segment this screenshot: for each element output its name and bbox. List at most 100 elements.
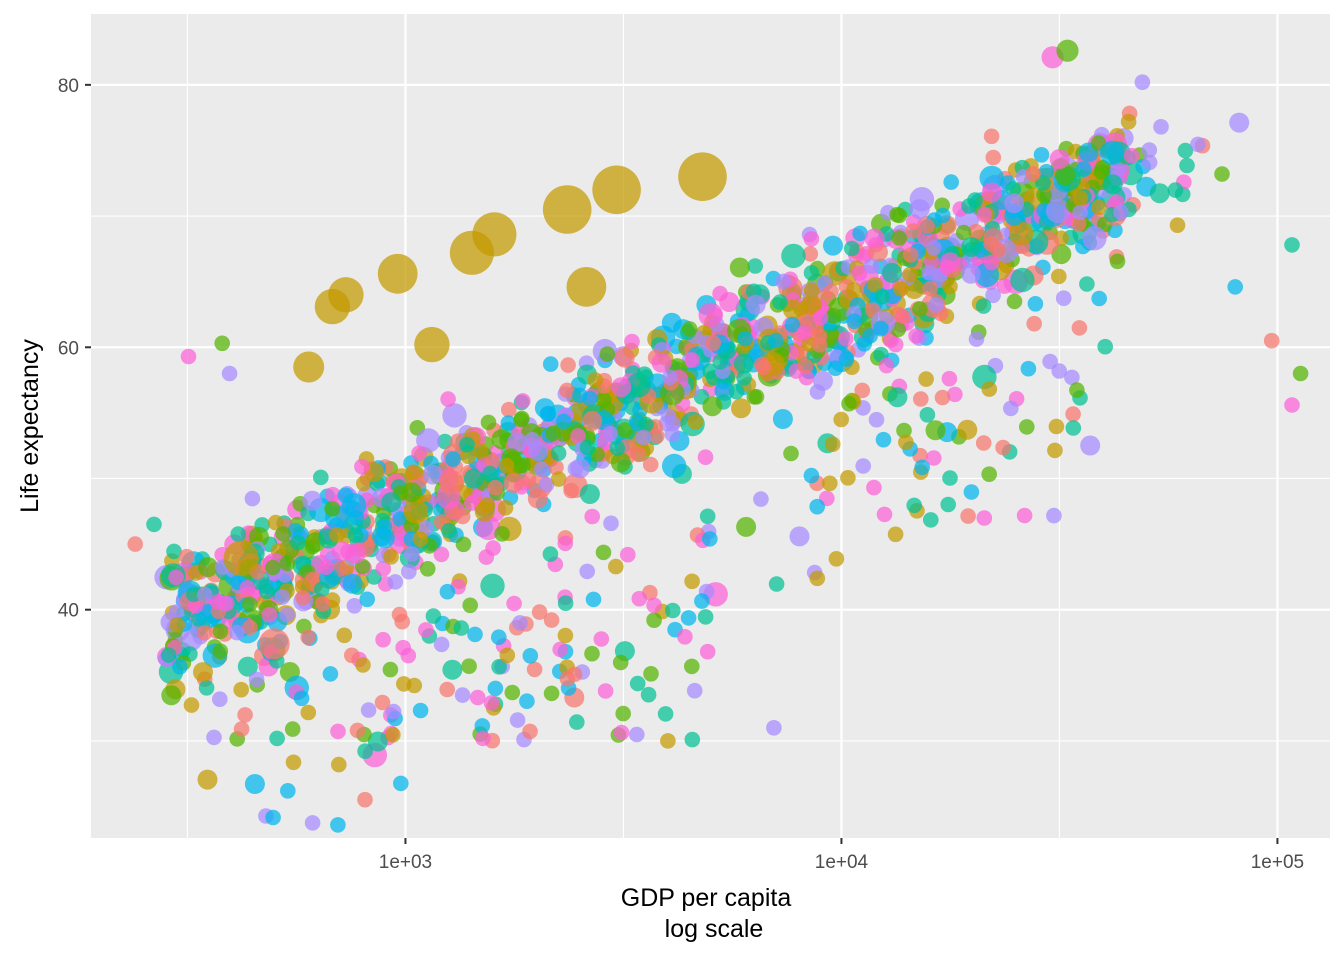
data-point (248, 671, 265, 688)
data-point (557, 535, 574, 552)
data-point (1004, 193, 1025, 214)
data-point (584, 645, 600, 662)
data-point (480, 573, 505, 598)
data-point (1065, 420, 1082, 436)
data-point (242, 619, 258, 636)
data-point (346, 598, 363, 614)
data-point (1005, 181, 1022, 197)
data-point (355, 657, 371, 673)
data-point (981, 182, 1002, 203)
data-point (484, 453, 501, 470)
data-point (629, 675, 646, 692)
data-point (923, 512, 939, 528)
data-point (412, 702, 429, 719)
data-point (1292, 365, 1309, 382)
data-point (304, 815, 321, 831)
data-point (875, 431, 892, 448)
data-point (878, 357, 895, 374)
data-point (439, 469, 464, 495)
data-point (1099, 140, 1125, 165)
data-point (1042, 353, 1058, 370)
data-point (680, 610, 697, 626)
data-point (579, 439, 596, 456)
data-point (745, 294, 766, 315)
data-point (1167, 182, 1184, 198)
data-point (1284, 397, 1300, 413)
data-point (926, 450, 942, 466)
data-point (442, 659, 463, 680)
data-point (661, 312, 682, 333)
data-point (768, 576, 785, 592)
data-point (729, 257, 750, 278)
data-point (1035, 175, 1051, 191)
data-point (293, 690, 310, 707)
data-point (526, 661, 543, 678)
data-point (419, 561, 436, 577)
data-point (385, 727, 401, 743)
data-point (697, 609, 714, 625)
data-point (462, 597, 479, 614)
data-point (212, 691, 228, 707)
data-point (579, 563, 595, 580)
data-point (699, 508, 716, 525)
data-point (768, 332, 784, 349)
data-point (1177, 142, 1194, 159)
data-point (902, 247, 919, 263)
data-point (455, 536, 472, 553)
data-point (241, 596, 258, 613)
data-point (1091, 290, 1107, 307)
data-point (925, 420, 946, 441)
data-point (887, 336, 904, 353)
data-point (344, 647, 360, 664)
x-tick-label: 1e+04 (815, 852, 869, 873)
data-point (1075, 161, 1092, 177)
data-point (480, 414, 497, 431)
data-point (813, 370, 833, 391)
data-point (694, 593, 710, 609)
data-point (514, 410, 530, 427)
data-point (702, 531, 718, 547)
data-point (1010, 267, 1035, 293)
data-point (439, 681, 456, 698)
data-point (852, 225, 868, 242)
data-point (545, 425, 561, 442)
data-point (284, 721, 301, 737)
data-point (891, 207, 908, 224)
data-point (747, 258, 763, 274)
data-point (474, 718, 491, 734)
data-point (269, 730, 285, 747)
data-point (733, 353, 754, 374)
data-point (1027, 296, 1044, 312)
data-point (1003, 400, 1019, 417)
data-point (705, 335, 721, 352)
data-point (441, 522, 457, 539)
data-point (359, 591, 376, 608)
data-point (336, 627, 353, 644)
data-point (803, 467, 820, 484)
data-point (981, 381, 998, 397)
data-point (557, 595, 574, 611)
data-point (206, 729, 222, 746)
data-point (1169, 217, 1186, 233)
data-point (873, 320, 889, 337)
data-point (827, 360, 844, 377)
data-point (1072, 190, 1089, 206)
data-point (491, 659, 507, 675)
data-point (1045, 198, 1071, 224)
data-point (233, 721, 250, 737)
data-point (322, 666, 339, 682)
data-point (1006, 293, 1023, 310)
data-point (160, 647, 177, 663)
data-point (921, 264, 938, 281)
data-point (809, 498, 825, 515)
data-point (459, 436, 475, 453)
data-point (212, 623, 229, 640)
data-point (498, 457, 515, 474)
data-point (643, 666, 659, 682)
data-point (499, 647, 516, 664)
data-point (660, 733, 676, 749)
data-point (728, 383, 745, 400)
data-point (439, 583, 456, 600)
data-point (1102, 174, 1123, 195)
data-point (686, 682, 703, 699)
